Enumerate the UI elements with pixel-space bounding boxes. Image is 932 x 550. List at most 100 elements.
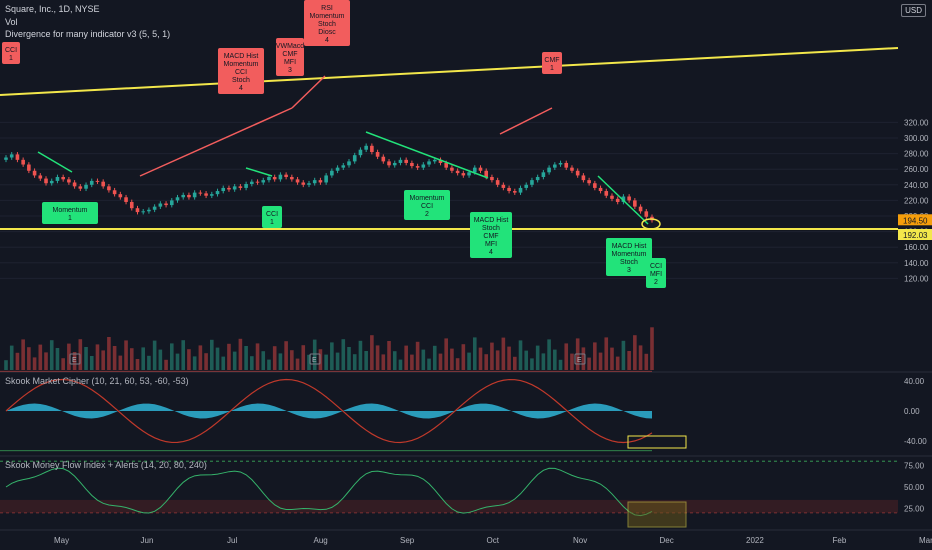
volume-bar (232, 351, 237, 370)
volume-bar (347, 347, 351, 370)
candle-body (301, 182, 306, 185)
price-tick-label: 140.00 (904, 259, 929, 268)
volume-bar (301, 345, 306, 370)
candle-body (267, 177, 271, 181)
volume-bar (272, 346, 277, 370)
candle-body (250, 181, 254, 185)
candle-body (175, 197, 180, 201)
time-tick-label: Nov (573, 536, 587, 545)
volume-bar (84, 347, 88, 370)
volume-bar (358, 340, 363, 370)
bearish-divergence-line (291, 75, 326, 109)
volume-bar (204, 353, 208, 370)
volume-bar (72, 352, 77, 370)
bullish-divergence-label-text: 2 (425, 211, 429, 218)
candle-body (27, 164, 31, 171)
volume-bar (175, 353, 180, 370)
earnings-icon (69, 353, 81, 365)
candle-body (124, 197, 128, 202)
volume-bar (32, 357, 37, 370)
currency-badge[interactable]: USD (901, 4, 926, 17)
volume-bar (335, 352, 340, 370)
cipher-highlight-box (627, 435, 687, 449)
volume-bar (598, 352, 603, 370)
price-tick-label: 220.00 (904, 196, 929, 205)
bearish-divergence-label-text: Momentum (309, 13, 344, 20)
cipher-wave-line (5, 378, 653, 444)
candle-body (553, 164, 557, 168)
candle-body (415, 166, 420, 168)
volume-bar (255, 343, 260, 370)
mfi-line (5, 467, 653, 517)
volume-bar (152, 340, 157, 370)
candle-body (564, 162, 569, 168)
volume-bar (621, 340, 626, 370)
candle-body (541, 172, 546, 177)
bearish-divergence-label-text: 4 (239, 85, 243, 92)
candle-body (507, 187, 511, 192)
volume-bar (490, 342, 494, 370)
candle-body (221, 187, 226, 192)
candle-body (478, 167, 483, 171)
volume-bar (341, 339, 346, 370)
candle-body (255, 181, 260, 183)
cipher-pane-title: Skook Market Cipher (10, 21, 60, 53, -60… (5, 376, 189, 386)
volume-bar (307, 354, 311, 370)
candle-body (398, 159, 403, 163)
candle-body (495, 180, 500, 185)
volume-bar (398, 359, 403, 370)
candle-body (352, 155, 357, 162)
bullish-divergence-label-text: CCI (650, 263, 662, 270)
bearish-divergence-label-box (218, 48, 264, 94)
time-tick-label: Mar (919, 536, 932, 545)
bullish-divergence-label-text: MFI (485, 241, 497, 248)
bullish-divergence-label-text: CCI (266, 211, 278, 218)
bearish-divergence-label-text: 1 (9, 55, 13, 62)
time-tick-label: Jul (227, 536, 237, 545)
candle-body (232, 186, 237, 190)
volume-bar (512, 356, 517, 370)
price-tick-label: 320.00 (904, 118, 929, 127)
volume-bar (610, 347, 614, 370)
volume-bar (627, 351, 631, 370)
bullish-divergence-label-text: CCI (421, 203, 433, 210)
volume-bar (15, 352, 20, 370)
candle-body (450, 167, 454, 171)
candle-body (581, 175, 586, 181)
volume-bar (215, 347, 220, 370)
volume-bar (507, 346, 511, 370)
candle-body (129, 201, 134, 209)
candle-body (364, 145, 368, 150)
volume-bar (124, 340, 128, 370)
bearish-divergence-label-text: Momentum (223, 61, 258, 68)
candle-body (421, 164, 426, 168)
bearish-divergence-label-text: MACD Hist (224, 53, 259, 60)
volume-bar (501, 337, 506, 370)
bullish-divergence-label-box (470, 212, 512, 258)
mfi-pane-title: Skook Money Flow Index + Alerts (14, 20,… (5, 460, 207, 470)
volume-bar (541, 353, 546, 370)
volume-bar (553, 349, 557, 370)
level-price-tag (898, 229, 932, 240)
candle-body (455, 170, 460, 174)
volume-bar (375, 345, 380, 370)
price-tick-label: 260.00 (904, 165, 929, 174)
candle-body (387, 161, 391, 166)
candle-body (381, 156, 386, 162)
last-price-tag (898, 214, 932, 226)
candle-body (438, 159, 443, 163)
volume-bar (227, 343, 231, 370)
candle-body (61, 177, 65, 180)
volume-bar (370, 335, 374, 370)
volume-bar (461, 344, 466, 370)
volume-bar (444, 338, 448, 370)
candle-body (272, 177, 277, 180)
bearish-divergence-label-text: VWMacd (276, 43, 305, 50)
volume-bar (261, 351, 266, 370)
volume-bar (192, 356, 197, 370)
bullish-divergence-label-text: Momentum (409, 195, 444, 202)
earnings-icon-label: E (577, 357, 582, 364)
volume-bar (427, 358, 431, 370)
candle-body (335, 167, 340, 171)
